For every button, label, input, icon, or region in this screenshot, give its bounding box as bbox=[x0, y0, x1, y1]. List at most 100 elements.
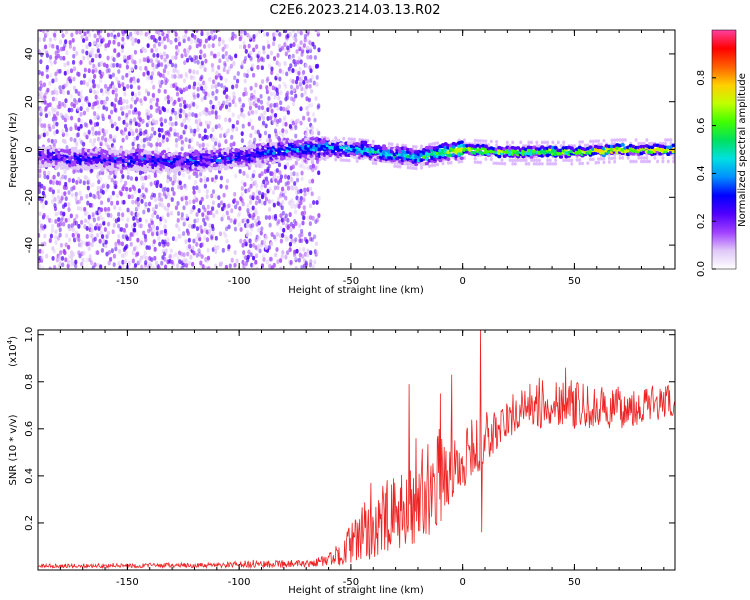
spectrogram-noise-cell bbox=[161, 73, 165, 79]
spectrogram-noise-cell bbox=[264, 234, 269, 240]
spectrogram-noise-cell bbox=[226, 128, 230, 134]
spectrogram-noise-cell bbox=[61, 115, 65, 121]
spectrogram-halo-cell bbox=[441, 161, 445, 166]
spectrogram-noise-cell bbox=[239, 227, 243, 232]
spectrogram-noise-cell bbox=[114, 241, 118, 247]
spectrogram-noise-cell bbox=[315, 200, 319, 205]
spectrogram-noise-cell bbox=[137, 111, 141, 116]
spectrogram-noise-cell bbox=[109, 213, 113, 218]
spectrogram-noise-cell bbox=[317, 130, 321, 136]
spectrogram-noise-cell bbox=[54, 96, 58, 102]
spectrogram-noise-cell bbox=[89, 182, 93, 188]
spectrogram-noise-cell bbox=[192, 185, 196, 191]
spectrogram-noise-cell bbox=[261, 253, 265, 259]
spectrogram-noise-cell bbox=[45, 64, 49, 70]
spectrogram-noise-cell bbox=[224, 54, 228, 60]
spectrogram-noise-cell bbox=[85, 210, 89, 216]
spectrogram-noise-cell bbox=[67, 207, 71, 212]
spectrogram-noise-cell bbox=[184, 263, 189, 268]
spectrogram-noise-cell bbox=[241, 259, 245, 265]
spectrogram-noise-cell bbox=[93, 111, 97, 116]
spectrogram-noise-cell bbox=[198, 133, 202, 139]
spectrogram-noise-cell bbox=[106, 221, 111, 227]
x-tick-label: -100 bbox=[228, 577, 251, 588]
spectrogram-noise-cell bbox=[139, 31, 144, 36]
spectrogram-noise-cell bbox=[258, 133, 262, 139]
spectrogram-noise-cell bbox=[171, 107, 175, 113]
spectrogram-noise-cell bbox=[119, 191, 123, 197]
spectrogram-noise-cell bbox=[39, 107, 43, 113]
spectrogram-noise-cell bbox=[260, 105, 265, 111]
spectrogram-noise-cell bbox=[92, 217, 96, 223]
spectrogram-noise-cell bbox=[130, 66, 134, 72]
spectrogram-noise-cell bbox=[67, 217, 71, 222]
spectrogram-noise-cell bbox=[82, 73, 87, 79]
spectrogram-noise-cell bbox=[192, 69, 196, 75]
spectrogram-noise-cell bbox=[222, 100, 226, 106]
spectrogram-noise-cell bbox=[112, 30, 116, 32]
spectrogram-halo-cell bbox=[602, 156, 606, 161]
spectrogram-noise-cell bbox=[85, 234, 89, 239]
spectrogram-noise-cell bbox=[184, 30, 188, 34]
spectrogram-noise-cell bbox=[112, 39, 116, 45]
spectrogram-noise-cell bbox=[125, 191, 129, 197]
spectrogram-halo-cell bbox=[355, 159, 359, 163]
spectrogram-noise-cell bbox=[315, 217, 320, 223]
spectrogram-noise-cell bbox=[157, 106, 161, 111]
spectrogram-halo-cell bbox=[591, 157, 595, 162]
spectrogram-noise-cell bbox=[200, 196, 204, 202]
spectrogram-halo-cell bbox=[530, 158, 534, 163]
spectrogram-noise-cell bbox=[92, 40, 97, 46]
spectrogram-ridge-cell bbox=[151, 169, 156, 173]
spectrogram-noise-cell bbox=[240, 107, 244, 113]
spectrogram-noise-cell bbox=[187, 223, 192, 229]
spectrogram-noise-cell bbox=[300, 92, 304, 98]
spectrogram-halo-cell bbox=[629, 159, 633, 164]
spectrogram-noise-cell bbox=[166, 99, 171, 105]
spectrogram-noise-cell bbox=[157, 88, 161, 94]
spectrogram-noise-cell bbox=[104, 83, 108, 89]
spectrogram-noise-cell bbox=[185, 213, 189, 219]
spectrogram-noise-cell bbox=[93, 89, 97, 95]
colorbar-tick-label: 0.2 bbox=[696, 213, 707, 229]
spectrogram-noise-cell bbox=[259, 93, 263, 99]
spectrogram-noise-cell bbox=[91, 69, 95, 74]
spectrogram-noise-cell bbox=[282, 81, 286, 87]
spectrogram-noise-cell bbox=[50, 106, 55, 112]
spectrogram-noise-cell bbox=[64, 196, 68, 202]
spectrogram-noise-cell bbox=[230, 257, 234, 263]
spectrogram-noise-cell bbox=[253, 89, 257, 95]
spectrogram-noise-cell bbox=[89, 138, 93, 144]
spectrogram-noise-cell bbox=[160, 62, 164, 68]
spectrogram-halo-cell bbox=[513, 162, 517, 166]
spectrogram-noise-cell bbox=[99, 230, 103, 236]
spectrogram-noise-cell bbox=[215, 70, 219, 76]
spectrogram-noise-cell bbox=[284, 129, 288, 134]
spectrogram-halo-cell bbox=[666, 159, 670, 164]
spectrogram-noise-cell bbox=[238, 36, 242, 42]
spectrogram-noise-cell bbox=[124, 234, 129, 240]
spectrogram-noise-cell bbox=[299, 40, 303, 46]
spectrogram-noise-cell bbox=[108, 256, 113, 262]
spectrogram-noise-cell bbox=[98, 193, 102, 199]
spectrogram-noise-cell bbox=[71, 252, 75, 257]
spectrogram-noise-cell bbox=[94, 130, 98, 136]
spectrogram-noise-cell bbox=[75, 213, 79, 219]
x-tick-label: 50 bbox=[568, 276, 581, 287]
spectrogram-noise-cell bbox=[182, 78, 187, 84]
spectrogram-noise-cell bbox=[248, 213, 252, 219]
spectrogram-noise-cell bbox=[159, 183, 163, 189]
spectrogram-noise-cell bbox=[277, 162, 282, 168]
spectrogram-noise-cell bbox=[83, 67, 87, 73]
spectrogram-noise-cell bbox=[138, 170, 143, 176]
spectrogram-noise-cell bbox=[292, 35, 296, 40]
spectrogram-noise-cell bbox=[38, 219, 41, 225]
spectrogram-noise-cell bbox=[93, 74, 97, 79]
spectrogram-noise-cell bbox=[208, 228, 212, 234]
spectrogram-noise-cell bbox=[43, 92, 47, 98]
snr-scale-label: (x104) bbox=[6, 336, 19, 367]
spectrogram-halo-cell bbox=[556, 140, 560, 145]
spectrogram-noise-cell bbox=[150, 257, 154, 262]
spectrogram-noise-cell bbox=[174, 63, 178, 69]
spectrogram-noise-cell bbox=[203, 95, 207, 101]
